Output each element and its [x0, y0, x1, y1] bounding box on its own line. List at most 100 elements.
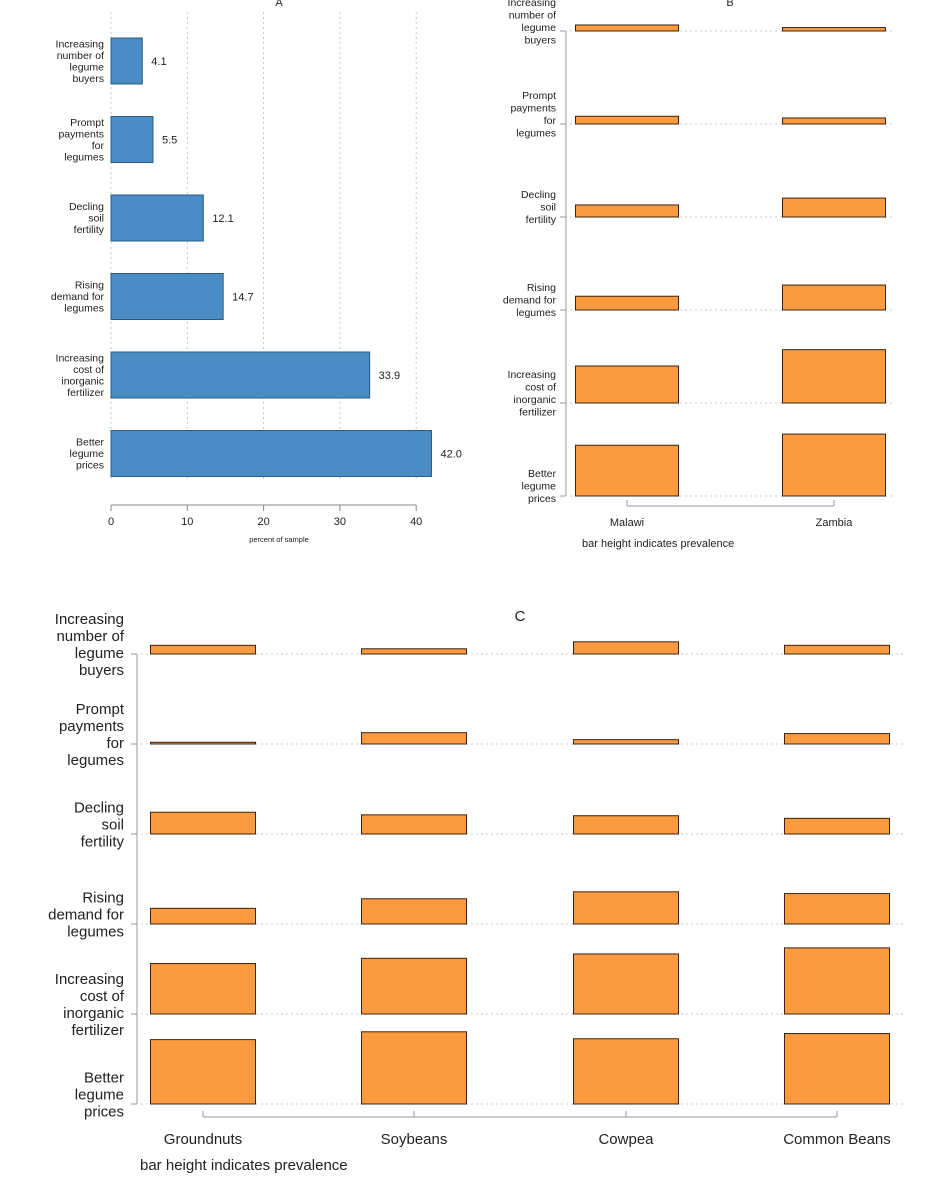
panel-b-category-3-line-2: soil [540, 202, 556, 214]
panel-b-category-4-line-1: Rising [527, 282, 556, 294]
panel-a-category-2-line-1: Prompt [70, 117, 104, 129]
panel-b-group-label-1: Malawi [610, 517, 644, 529]
panel-c-category-4-line-1: Rising [82, 889, 124, 906]
panel-a-data-label-6: 42.0 [440, 449, 461, 461]
panel-a-tick-label-10: 10 [181, 516, 193, 528]
panel-a-bar-5 [110, 351, 371, 399]
panel-a-category-5-line-1: Increasing [56, 352, 105, 364]
panel-b-bar-1-3 [575, 204, 679, 218]
panel-b-bar-1-1 [575, 24, 679, 32]
panel-c-group-label-3: Cowpea [598, 1131, 654, 1148]
panel-a-category-4-line-2: demand for [51, 291, 105, 303]
panel-c-bar-4-6 [784, 1033, 890, 1105]
panel-a-category-2-line-3: for [92, 140, 105, 152]
panel-a-category-3-line-3: fertility [74, 224, 105, 236]
panel-a-category-2-line-4: legumes [64, 151, 104, 163]
panel-c-bar-4-3 [784, 817, 890, 835]
panel-c-category-6-line-2: legume [75, 1086, 124, 1103]
panel-b-x-axis-title: bar height indicates prevalence [582, 538, 734, 550]
panel-c-bar-2-6 [361, 1031, 467, 1105]
panel-b-category-1-line-2: number of [509, 9, 556, 21]
panel-b-category-1-line-1: Increasing [508, 0, 557, 9]
panel-c-bar-1-1 [150, 644, 256, 655]
panel-a-data-label-2: 5.5 [162, 135, 177, 147]
panel-c-bar-4-4 [784, 893, 890, 925]
panel-c-category-3-line-2: soil [101, 816, 124, 833]
panel-b-bar-2-5 [782, 349, 886, 404]
panel-c-bar-2-4 [361, 898, 467, 925]
panel-a-tick-label-0: 0 [108, 516, 114, 528]
panel-c-category-2-line-2: payments [59, 718, 124, 735]
panel-c-category-5-line-3: inorganic [63, 1005, 124, 1022]
panel-b-title: B [726, 0, 733, 9]
panel-b-bar-2-3 [782, 197, 886, 218]
panel-a-bar-1 [110, 37, 143, 85]
panel-a-x-axis-title: percent of sample [249, 535, 309, 544]
panel-b-category-1-line-4: buyers [524, 34, 556, 46]
panel-c-category-5-line-4: fertilizer [71, 1022, 124, 1039]
panel-a-category-6-line-2: legume [70, 448, 105, 460]
panel-a-bar-2 [110, 116, 154, 163]
panel-b-category-6-line-1: Better [528, 468, 557, 480]
panel-c-category-2-line-4: legumes [67, 752, 124, 769]
panel-a-category-5-line-4: fertilizer [67, 387, 104, 399]
panel-b-category-3-line-3: fertility [526, 214, 557, 226]
panel-c-category-2-line-3: for [106, 735, 124, 752]
panel-b-category-5-line-3: inorganic [513, 394, 556, 406]
panel-c-bar-2-3 [361, 814, 467, 835]
panel-a-bar-6 [110, 430, 432, 477]
panel-c-category-6-line-1: Better [84, 1069, 124, 1086]
panel-b-category-5-line-4: fertilizer [519, 406, 556, 418]
panel-c-bar-3-5 [573, 953, 679, 1015]
panel-a-category-5-line-2: cost of [73, 364, 104, 376]
panel-a-data-label-5: 33.9 [379, 370, 400, 382]
panel-a-bar-3 [110, 194, 204, 242]
panel-b-category-4-line-2: demand for [503, 295, 557, 307]
panel-c-bar-4-5 [784, 947, 890, 1015]
panel-c-bar-3-1 [573, 641, 679, 655]
panel-c-category-3-line-3: fertility [81, 833, 125, 850]
panel-b-category-3-line-1: Decling [521, 189, 556, 201]
panel-b-bar-1-4 [575, 295, 679, 311]
panel-a: A 0 10 20 30 40 percent of sample 4.1 Increasing… [51, 0, 462, 544]
panel-b-category-5-line-2: cost of [525, 381, 556, 393]
panel-b-category-1-line-3: legume [522, 22, 557, 34]
panel-b-bar-2-1 [782, 27, 886, 32]
panel-a-category-1-line-2: number of [57, 50, 104, 62]
panel-c-group-label-4: Common Beans [783, 1131, 891, 1148]
panel-c-category-4-line-3: legumes [67, 923, 124, 940]
panel-b-category-2-line-4: legumes [516, 127, 556, 139]
panel-b-category-2-line-3: for [544, 115, 557, 127]
panel-a-category-3-line-2: soil [88, 213, 104, 225]
panel-b-category-2-line-1: Prompt [522, 90, 556, 102]
panel-c-category-1-line-3: legume [75, 645, 124, 662]
panel-b-bar-1-5 [575, 365, 679, 404]
panel-c-bar-2-1 [361, 648, 467, 655]
panel-c-title: C [515, 608, 526, 625]
panel-b-category-5-line-1: Increasing [508, 369, 557, 381]
panel-c-bar-1-6 [150, 1039, 256, 1105]
panel-a-tick-label-30: 30 [334, 516, 346, 528]
panel-a-data-label-1: 4.1 [151, 56, 166, 68]
panel-c-category-1-line-1: Increasing [55, 611, 124, 628]
panel-a-category-3-line-1: Decling [69, 201, 104, 213]
panel-a-category-1-line-1: Increasing [56, 38, 105, 50]
panel-a-bar-4 [110, 273, 224, 320]
panel-a-tick-label-40: 40 [410, 516, 422, 528]
panel-c-bar-3-6 [573, 1038, 679, 1105]
panel-c-group-label-1: Groundnuts [164, 1131, 242, 1148]
panel-a-category-1-line-3: legume [70, 61, 105, 73]
panel-a-category-4-line-1: Rising [75, 280, 104, 292]
panel-c-category-1-line-4: buyers [79, 662, 124, 679]
panel-c-bar-1-5 [150, 963, 256, 1015]
panel-c-bar-3-4 [573, 891, 679, 925]
panel-a-category-1-line-4: buyers [72, 73, 104, 85]
panel-c-bar-1-4 [150, 907, 256, 925]
panel-b-bar-2-6 [782, 433, 886, 497]
panel-c-x-axis-title: bar height indicates prevalence [140, 1157, 348, 1174]
panel-c-bar-2-2 [361, 732, 467, 745]
panel-c-category-1-line-2: number of [56, 628, 124, 645]
